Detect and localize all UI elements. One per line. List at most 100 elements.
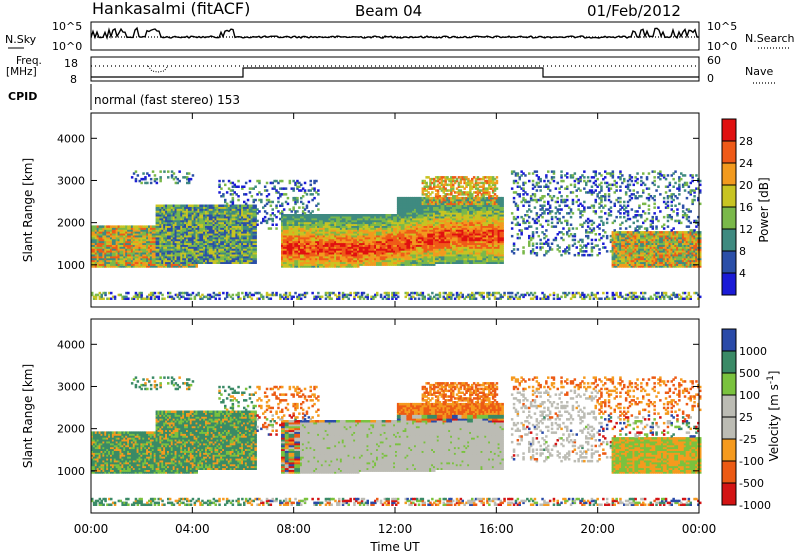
power-cell [136,257,140,261]
power-cell [138,295,141,299]
power-cell [138,265,141,268]
power-cell [317,291,320,295]
power-cell [347,297,350,300]
power-cell [151,250,155,253]
power-cell [129,248,132,251]
power-cell [102,240,105,244]
power-cell [138,231,141,234]
power-cell [292,187,295,190]
cpid-text: normal (fast stereo) 153 [94,93,240,107]
power-cell [163,246,166,249]
power-cell [119,227,122,230]
power-cell [284,193,288,196]
power-cell [163,217,166,221]
power-cell [117,252,121,255]
power-cell [146,255,149,259]
power-cell [320,295,324,299]
power-cell [123,265,126,268]
power-cell [125,297,128,300]
power-cell [119,250,122,253]
power-cell [157,215,160,219]
power-cell [102,297,105,300]
power-cell [142,240,145,244]
power-cell [136,240,140,244]
power-cell [167,229,170,232]
power-cell [237,198,240,202]
power-cell [132,234,136,238]
power-cell [96,246,100,249]
power-cell [151,234,155,238]
power-cell [366,293,369,297]
power-cell [123,255,126,259]
power-cell [111,227,115,230]
power-cell [125,253,128,257]
power-cell [275,204,278,207]
power-cell [153,227,157,230]
power-cell [91,231,94,234]
power-cell [96,238,100,242]
power-cell [132,238,136,242]
power-cell [119,234,122,238]
power-cell [121,261,124,264]
power-cell [275,227,278,230]
power-cell [96,233,100,236]
power-cell [149,231,153,234]
power-cell [157,221,160,225]
power-cell [153,174,157,177]
power-cell [113,246,117,249]
power-cell [136,259,140,263]
power-cell [165,214,168,217]
power-cell [168,250,172,253]
power-cell [136,261,140,264]
power-cell [254,185,257,188]
power-cell [100,242,103,245]
power-cell [138,227,141,230]
power-cell [167,242,170,245]
power-cell [146,240,149,244]
power-cell [159,255,162,259]
power-cell [106,227,109,230]
power-cell [132,252,136,255]
power-cell [244,193,248,196]
power-cell [121,250,124,253]
power-cell [146,244,149,247]
power-cell [254,198,257,202]
power-cell [98,240,102,244]
power-cell [157,206,160,209]
power-cell [157,208,160,211]
power-cell [130,244,134,247]
power-cell [157,252,160,255]
power-cell [121,265,124,268]
power-cell [98,248,102,251]
power-cell [282,208,286,211]
power-cell [144,229,147,232]
power-cell [303,189,307,192]
power-cell [96,244,100,247]
power-cell [144,263,147,266]
power-cell [140,238,143,242]
power-cell [239,297,242,300]
power-cell [100,233,103,236]
power-cell [125,252,128,255]
power-cell [134,170,138,173]
power-cell [167,225,170,228]
power-cell [119,236,122,240]
power-cell [159,219,162,223]
power-cell [153,177,157,181]
power-cell [161,255,164,259]
power-cell [144,238,147,242]
power-cell [284,187,288,190]
power-cell [142,231,145,234]
power-cell [140,250,143,253]
power-cell [163,210,166,213]
power-cell [225,191,229,194]
power-cell [151,261,155,264]
power-cell [136,244,140,247]
power-cell [104,248,107,251]
power-cell [106,252,109,255]
power-cell [157,291,160,295]
power-cell [140,227,143,230]
power-cell [130,248,134,251]
power-cell [144,250,147,253]
